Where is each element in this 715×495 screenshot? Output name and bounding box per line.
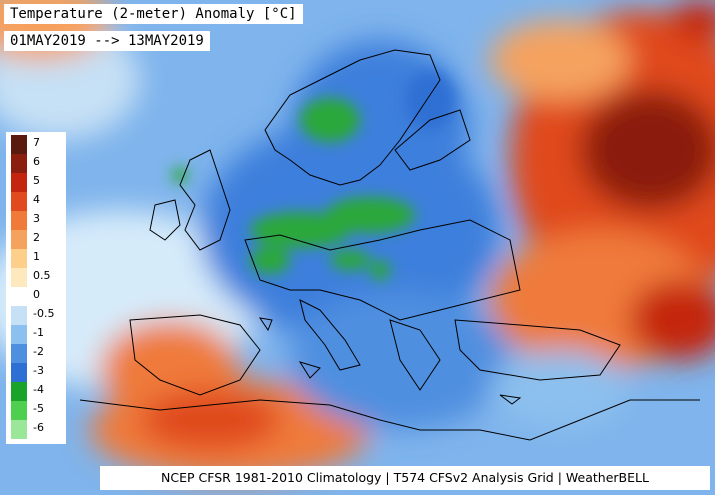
legend-label: -1 <box>33 326 44 339</box>
legend-swatch <box>11 363 27 382</box>
legend-colorbar <box>11 135 27 439</box>
legend-label: 1 <box>33 250 40 263</box>
legend-label: -4 <box>33 383 44 396</box>
footer-credits: NCEP CFSR 1981-2010 Climatology | T574 C… <box>100 466 710 490</box>
legend-label: -5 <box>33 402 44 415</box>
legend-label: 0.5 <box>33 269 51 282</box>
legend-swatch <box>11 287 27 306</box>
legend-swatch <box>11 420 27 439</box>
anomaly-field <box>0 0 715 480</box>
legend-label: 5 <box>33 174 40 187</box>
legend-swatch <box>11 135 27 154</box>
legend-swatch <box>11 192 27 211</box>
legend-label: 0 <box>33 288 40 301</box>
legend-swatch <box>11 230 27 249</box>
legend-label: 7 <box>33 136 40 149</box>
legend-label: -6 <box>33 421 44 434</box>
legend-label: 3 <box>33 212 40 225</box>
date-range: 01MAY2019 --> 13MAY2019 <box>4 31 210 51</box>
legend-swatch <box>11 382 27 401</box>
legend-swatch <box>11 306 27 325</box>
legend-label: -2 <box>33 345 44 358</box>
legend-label: -3 <box>33 364 44 377</box>
legend-swatch <box>11 249 27 268</box>
color-legend: 7 6 5 4 3 2 1 0.5 0 -0.5 -1 -2 -3 -4 -5 -6 <box>6 132 66 444</box>
legend-swatch <box>11 401 27 420</box>
legend-swatch <box>11 268 27 287</box>
legend-swatch <box>11 154 27 173</box>
legend-swatch <box>11 173 27 192</box>
legend-swatch <box>11 325 27 344</box>
legend-label: 6 <box>33 155 40 168</box>
coastlines <box>79 49 700 441</box>
cold-anomaly-patches <box>172 70 455 280</box>
legend-label: 2 <box>33 231 40 244</box>
legend-label: -0.5 <box>33 307 55 320</box>
legend-label: 4 <box>33 193 40 206</box>
map-title: Temperature (2-meter) Anomaly [°C] <box>4 4 303 24</box>
legend-swatch <box>11 211 27 230</box>
legend-swatch <box>11 344 27 363</box>
